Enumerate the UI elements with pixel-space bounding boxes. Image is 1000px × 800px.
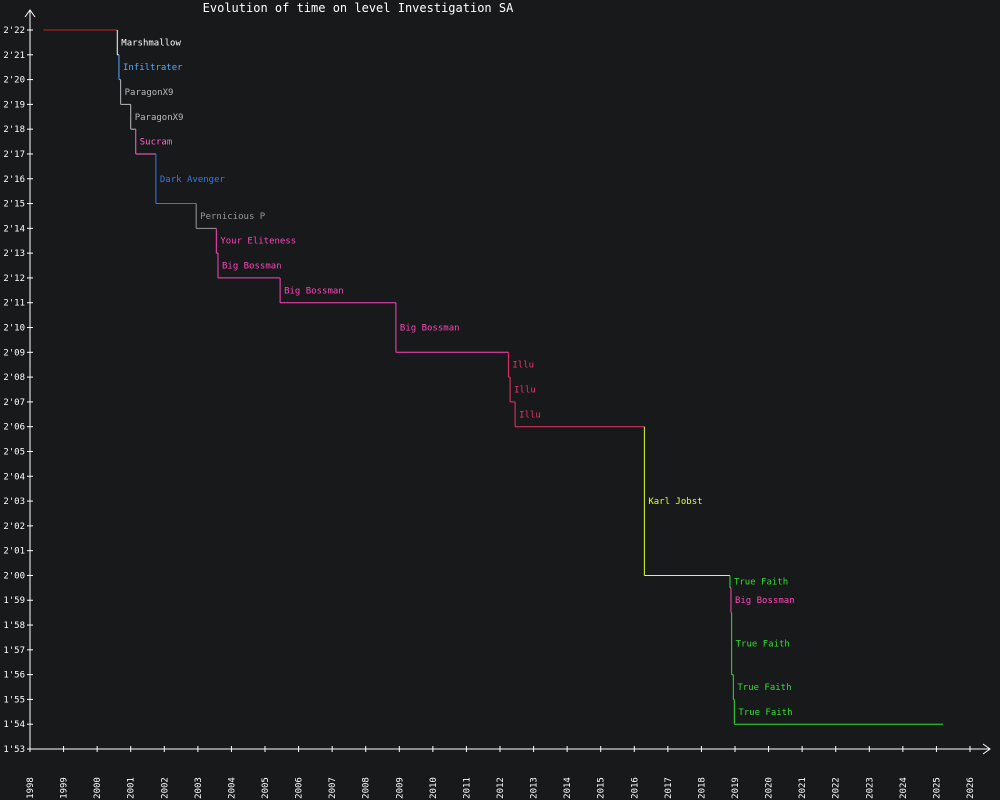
x-tick-label: 2012 <box>496 777 506 799</box>
record-label: True Faith <box>737 683 791 693</box>
x-tick-label: 2022 <box>832 777 842 799</box>
x-tick-label: 1999 <box>60 777 70 799</box>
y-tick-label: 2'21 <box>3 51 25 61</box>
x-tick-label: 2005 <box>261 777 271 799</box>
record-label: Pernicious P <box>200 212 266 222</box>
y-tick-label: 2'18 <box>3 125 25 135</box>
record-label: Infiltrater <box>123 63 183 73</box>
axes <box>24 9 991 755</box>
y-tick-label: 1'56 <box>3 671 25 681</box>
x-tick-label: 2014 <box>563 777 573 799</box>
y-tick-label: 1'54 <box>3 720 25 730</box>
record-series <box>43 29 944 725</box>
y-tick-label: 2'06 <box>3 423 25 433</box>
y-tick-label: 1'59 <box>3 596 25 606</box>
record-label: ParagonX9 <box>135 113 184 123</box>
x-tick-label: 2001 <box>127 777 137 799</box>
x-tick-label: 2019 <box>731 777 741 799</box>
y-tick-label: 2'09 <box>3 348 25 358</box>
y-axis-arrow <box>24 9 36 18</box>
x-tick-label: 2004 <box>227 777 237 799</box>
x-tick-label: 2011 <box>462 777 472 799</box>
x-tick-label: 2002 <box>160 777 170 799</box>
record-label: ParagonX9 <box>125 88 174 98</box>
y-tick-label: 2'13 <box>3 249 25 259</box>
y-tick-label: 2'03 <box>3 497 25 507</box>
record-label: Illu <box>519 410 541 420</box>
y-tick-label: 2'07 <box>3 398 25 408</box>
y-tick-label: 2'17 <box>3 150 25 160</box>
y-tick-label: 2'19 <box>3 100 25 110</box>
y-tick-label: 2'00 <box>3 571 25 581</box>
x-tick-label: 2016 <box>630 777 640 799</box>
x-tick-label: 2010 <box>429 777 439 799</box>
x-tick-label: 2003 <box>194 777 204 799</box>
x-tick-label: 2008 <box>362 777 372 799</box>
x-axis-ticks: 1998 1999 2000 2001 2002 2003 2004 2005 2006 2007… <box>26 746 976 799</box>
x-tick-label: 2013 <box>530 777 540 799</box>
x-tick-label: 2009 <box>395 777 405 799</box>
x-tick-label: 2021 <box>798 777 808 799</box>
record-label: Marshmallow <box>121 38 181 48</box>
y-tick-label: 2'02 <box>3 522 25 532</box>
record-label: Dark Avenger <box>160 175 226 185</box>
y-tick-label: 2'10 <box>3 324 25 334</box>
record-label: Illu <box>512 361 534 371</box>
record-label: Karl Jobst <box>648 497 702 507</box>
y-tick-label: 2'04 <box>3 472 25 482</box>
y-tick-label: 2'14 <box>3 224 25 234</box>
record-label: Big Bossman <box>222 262 282 272</box>
y-tick-label: 2'05 <box>3 447 25 457</box>
y-tick-label: 2'22 <box>3 26 25 36</box>
record-label: Illu <box>514 386 536 396</box>
y-tick-label: 2'20 <box>3 76 25 86</box>
x-tick-label: 2018 <box>697 777 707 799</box>
y-tick-label: 2'16 <box>3 175 25 185</box>
record-label: Big Bossman <box>400 324 460 334</box>
y-tick-label: 1'55 <box>3 695 25 705</box>
x-tick-label: 2023 <box>865 777 875 799</box>
y-tick-label: 2'11 <box>3 299 25 309</box>
y-tick-label: 2'08 <box>3 373 25 383</box>
x-tick-label: 2024 <box>899 777 909 799</box>
chart-title: Evolution of time on level Investigation… <box>203 1 514 15</box>
x-tick-label: 2015 <box>597 777 607 799</box>
y-tick-label: 1'58 <box>3 621 25 631</box>
record-labels: Marshmallow Infiltrater ParagonX9 ParagonX9… <box>121 38 794 717</box>
record-label: True Faith <box>738 708 792 718</box>
x-tick-label: 2006 <box>295 777 305 799</box>
x-tick-label: 2000 <box>93 777 103 799</box>
x-axis-arrow <box>982 743 991 755</box>
x-tick-label: 2007 <box>328 777 338 799</box>
y-axis-ticks: 1'53 1'54 1'55 1'56 1'57 1'58 1'59 2'00 2'01 2'02… <box>3 26 33 755</box>
record-label: Sucram <box>140 138 173 148</box>
x-tick-label: 2017 <box>664 777 674 799</box>
y-tick-label: 2'15 <box>3 200 25 210</box>
x-tick-label: 2026 <box>966 777 976 799</box>
record-label: Your Eliteness <box>220 237 296 247</box>
record-label: Big Bossman <box>735 596 795 606</box>
x-tick-label: 1998 <box>26 777 36 799</box>
y-tick-label: 2'01 <box>3 547 25 557</box>
y-tick-label: 2'12 <box>3 274 25 284</box>
y-tick-label: 1'53 <box>3 745 25 755</box>
y-tick-label: 1'57 <box>3 646 25 656</box>
record-label: Big Bossman <box>284 286 344 296</box>
record-label: True Faith <box>736 640 790 650</box>
x-tick-label: 2025 <box>932 777 942 799</box>
record-label: True Faith <box>734 578 788 588</box>
x-tick-label: 2020 <box>765 777 775 799</box>
